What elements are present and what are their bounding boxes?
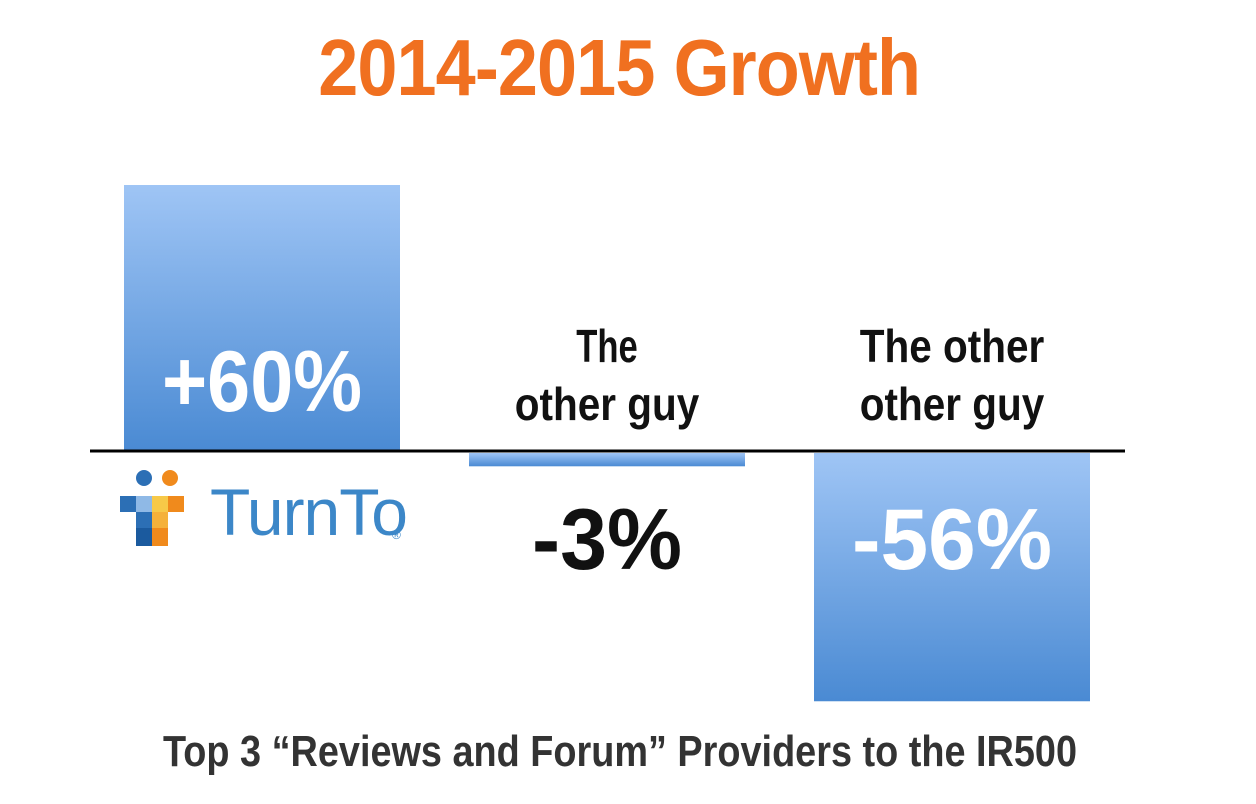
- turnto-logo: TurnTo ®: [120, 468, 420, 552]
- bar-1: [124, 185, 400, 451]
- chart-title: 2014-2015 Growth: [318, 23, 921, 112]
- category-label-3-line-2: other guy: [860, 378, 1045, 430]
- data-label-3: -56%: [852, 492, 1052, 588]
- category-label-2-line-1: The: [576, 320, 638, 372]
- turnto-logo-text: TurnTo: [210, 475, 408, 549]
- chart-subtitle: Top 3 “Reviews and Forum” Providers to t…: [163, 727, 1077, 776]
- turnto-logo-icon: [120, 470, 184, 546]
- bar-2: [469, 453, 745, 467]
- data-label-1: +60%: [162, 334, 362, 430]
- registered-mark: ®: [392, 528, 401, 542]
- category-label-3-line-1: The other: [860, 320, 1045, 372]
- data-label-2: -3%: [532, 492, 682, 588]
- bar-3: [814, 453, 1090, 702]
- category-label-2-line-2: other guy: [515, 378, 700, 430]
